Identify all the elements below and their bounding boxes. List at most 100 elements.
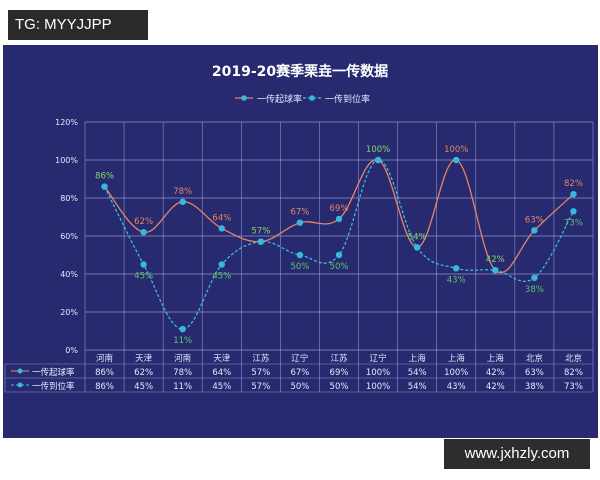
data-point-daowei: [492, 267, 499, 274]
data-point-daowei: [101, 183, 108, 190]
data-label-daowei: 86%: [95, 172, 114, 182]
y-tick-label: 40%: [60, 270, 78, 279]
data-label-daowei: 43%: [447, 275, 466, 285]
data-point-daowei: [453, 265, 460, 272]
table-cell: 57%: [251, 382, 270, 392]
x-tick-label: 天津: [213, 353, 231, 364]
data-label-qiqiu: 42%: [486, 255, 505, 265]
table-cell: 54%: [408, 382, 427, 392]
table-cell: 62%: [134, 368, 153, 378]
data-point-qiqiu: [179, 198, 186, 205]
table-cell: 100%: [444, 368, 468, 378]
x-tick-label: 江苏: [330, 353, 348, 364]
table-cell: 86%: [95, 368, 114, 378]
legend-label-2: 一传到位率: [325, 93, 370, 105]
table-cell: 50%: [330, 382, 349, 392]
table-cell: 86%: [95, 382, 114, 392]
data-label-daowei: 100%: [366, 145, 390, 155]
data-point-qiqiu: [570, 191, 577, 198]
x-tick-label: 河南: [174, 353, 191, 364]
table-cell: 78%: [173, 368, 192, 378]
table-cell: 42%: [486, 382, 505, 392]
data-point-qiqiu: [140, 229, 147, 236]
table-cell: 69%: [330, 368, 349, 378]
table-row-name: 一传到位率: [32, 381, 75, 392]
x-tick-label: 河南: [96, 353, 113, 364]
data-point-qiqiu: [335, 215, 343, 223]
data-label-qiqiu: 67%: [290, 208, 309, 218]
data-label-daowei: 50%: [290, 262, 309, 272]
data-label-qiqiu: 63%: [525, 215, 544, 225]
data-point-daowei: [218, 261, 225, 268]
table-cell: 73%: [564, 382, 583, 392]
legend-marker-2: [309, 95, 315, 101]
x-tick-label: 上海: [448, 353, 466, 364]
data-label-daowei: 57%: [251, 227, 270, 237]
data-point-qiqiu: [218, 225, 225, 232]
legend-label-1: 一传起球率: [257, 93, 302, 105]
table-cell: 54%: [408, 368, 427, 378]
data-label-qiqiu: 54%: [408, 232, 427, 242]
y-tick-label: 80%: [60, 194, 78, 203]
table-cell: 57%: [251, 368, 270, 378]
table-row-name: 一传起球率: [32, 367, 75, 378]
data-point-daowei: [296, 251, 304, 259]
y-tick-label: 60%: [60, 232, 78, 241]
table-cell: 45%: [212, 382, 231, 392]
x-tick-label: 北京: [526, 353, 543, 364]
data-label-daowei: 54%: [408, 232, 427, 242]
data-label-daowei: 11%: [173, 336, 192, 346]
data-label-qiqiu: 69%: [330, 204, 349, 214]
data-point-qiqiu: [531, 227, 538, 234]
table-cell: 82%: [564, 368, 583, 378]
x-tick-label: 北京: [565, 353, 582, 364]
series-line-daowei: [104, 159, 574, 330]
table-cell: 63%: [525, 368, 544, 378]
data-point-qiqiu: [453, 156, 460, 164]
data-label-qiqiu: 64%: [212, 213, 231, 223]
table-cell: 50%: [290, 382, 309, 392]
table-row-key-marker: [17, 382, 23, 388]
data-label-qiqiu: 57%: [251, 227, 270, 237]
data-label-daowei: 38%: [525, 285, 544, 295]
watermark-bottom-right: www.jxhzly.com: [444, 439, 590, 469]
table-cell: 100%: [366, 382, 390, 392]
y-tick-label: 120%: [55, 118, 78, 127]
x-tick-label: 上海: [409, 353, 427, 364]
data-point-daowei: [179, 325, 186, 333]
y-tick-label: 20%: [60, 308, 78, 317]
data-label-qiqiu: 82%: [564, 179, 583, 189]
x-tick-label: 辽宁: [370, 353, 387, 364]
data-label-qiqiu: 78%: [173, 187, 192, 197]
table-cell: 42%: [486, 368, 505, 378]
data-label-qiqiu: 100%: [444, 145, 468, 155]
watermark-top-left: TG: MYYJJPP: [8, 10, 148, 40]
y-tick-label: 100%: [55, 156, 78, 165]
x-tick-label: 辽宁: [291, 353, 308, 364]
chart-panel: 2019-20赛季栗垚一传数据 一传起球率 一传到位率 0% 20% 40% 60% 80% 1…: [3, 45, 598, 438]
data-point-daowei: [413, 244, 421, 251]
x-tick-label: 江苏: [252, 353, 270, 364]
data-point-qiqiu: [296, 219, 304, 226]
data-point-daowei: [531, 274, 538, 281]
data-point-daowei: [374, 156, 382, 164]
table-cell: 64%: [212, 368, 231, 378]
table-cell: 43%: [447, 382, 466, 392]
y-tick-label: 0%: [65, 346, 78, 355]
data-label-daowei: 50%: [330, 262, 349, 272]
table-cell: 45%: [134, 382, 153, 392]
legend-marker-1: [241, 95, 247, 101]
x-tick-label: 上海: [487, 353, 505, 364]
data-label-qiqiu: 62%: [134, 217, 153, 227]
table-row-key-marker: [17, 368, 23, 374]
data-label-daowei: 45%: [134, 272, 153, 282]
chart-title: 2019-20赛季栗垚一传数据: [212, 63, 388, 80]
data-point-daowei: [335, 251, 343, 259]
data-label-daowei: 73%: [564, 218, 583, 228]
data-label-qiqiu: 86%: [95, 172, 114, 182]
data-point-daowei: [140, 261, 147, 268]
table-cell: 100%: [366, 368, 390, 378]
data-label-daowei: 45%: [212, 272, 231, 282]
x-tick-label: 天津: [135, 353, 153, 364]
